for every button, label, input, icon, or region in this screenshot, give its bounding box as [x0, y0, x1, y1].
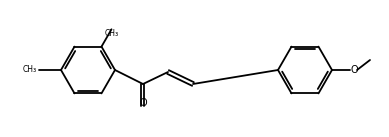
Text: CH₃: CH₃ [104, 29, 119, 38]
Text: CH₃: CH₃ [23, 65, 37, 75]
Text: O: O [139, 98, 147, 108]
Text: O: O [351, 65, 359, 75]
